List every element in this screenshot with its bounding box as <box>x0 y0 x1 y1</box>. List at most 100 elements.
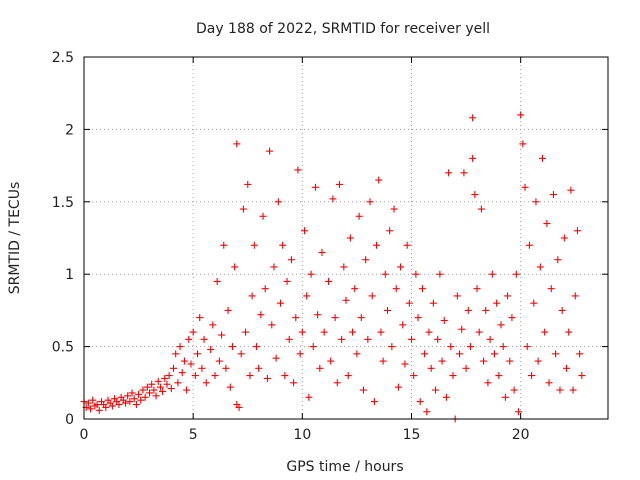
data-point <box>401 360 409 368</box>
data-point <box>283 277 291 285</box>
data-point <box>556 386 564 394</box>
data-point <box>248 292 256 300</box>
x-tick-label: 5 <box>189 427 198 443</box>
data-point <box>399 321 407 329</box>
x-tick-label: 0 <box>80 427 89 443</box>
data-point <box>394 383 402 391</box>
data-point <box>469 154 477 162</box>
data-point <box>126 398 134 406</box>
data-point <box>235 403 243 411</box>
data-point <box>477 205 485 213</box>
data-point <box>506 357 514 365</box>
data-point <box>141 393 149 401</box>
data-point <box>346 234 354 242</box>
data-point <box>222 364 230 372</box>
data-point <box>268 321 276 329</box>
data-point <box>95 406 103 414</box>
data-point <box>305 393 313 401</box>
data-point <box>462 364 470 372</box>
data-point <box>490 350 498 358</box>
data-point <box>560 234 568 242</box>
data-point <box>183 386 191 394</box>
data-point <box>532 198 540 206</box>
data-point <box>154 377 162 385</box>
data-point <box>475 328 483 336</box>
data-point <box>89 396 97 404</box>
data-point <box>244 180 252 188</box>
data-point <box>178 369 186 377</box>
data-point <box>196 314 204 322</box>
data-point <box>272 354 280 362</box>
data-point <box>565 328 573 336</box>
data-point <box>102 403 110 411</box>
data-point <box>429 299 437 307</box>
data-point <box>410 372 418 380</box>
data-point <box>484 379 492 387</box>
data-point <box>331 314 339 322</box>
data-point <box>552 350 560 358</box>
data-point <box>252 343 260 351</box>
data-point <box>152 392 160 400</box>
data-point <box>307 270 315 278</box>
data-point <box>301 227 309 235</box>
data-point <box>259 212 267 220</box>
data-point <box>108 402 116 410</box>
data-point <box>453 292 461 300</box>
data-point <box>124 392 132 400</box>
data-point <box>445 169 453 177</box>
data-point <box>495 372 503 380</box>
data-point <box>187 360 195 368</box>
x-tick-label: 20 <box>512 427 530 443</box>
data-point <box>523 343 531 351</box>
data-point <box>558 306 566 314</box>
data-point <box>344 372 352 380</box>
data-point <box>290 379 298 387</box>
data-point <box>458 325 466 333</box>
data-point <box>368 292 376 300</box>
data-point <box>504 292 512 300</box>
data-point <box>191 372 199 380</box>
data-point <box>482 306 490 314</box>
data-point <box>170 364 178 372</box>
y-tick-label: 2.5 <box>52 50 74 66</box>
data-point <box>571 292 579 300</box>
data-point <box>285 335 293 343</box>
data-point <box>423 408 431 416</box>
data-point <box>135 390 143 398</box>
data-point <box>274 198 282 206</box>
data-point <box>567 186 575 194</box>
data-point <box>237 350 245 358</box>
data-point <box>499 343 507 351</box>
data-point <box>139 386 147 394</box>
data-point <box>287 256 295 264</box>
data-point <box>397 263 405 271</box>
data-point <box>250 241 258 249</box>
data-point <box>447 343 455 351</box>
data-point <box>333 379 341 387</box>
data-point <box>456 350 464 358</box>
data-point <box>213 277 221 285</box>
data-point <box>416 398 424 406</box>
data-point <box>257 311 265 319</box>
data-point <box>569 386 577 394</box>
y-tick-label: 1.5 <box>52 195 74 211</box>
x-tick-label: 10 <box>293 427 311 443</box>
data-point <box>536 263 544 271</box>
data-point <box>469 114 477 122</box>
data-point <box>390 205 398 213</box>
data-point <box>366 198 374 206</box>
data-point <box>93 401 101 409</box>
data-point <box>359 386 367 394</box>
data-point <box>464 306 472 314</box>
data-point <box>185 335 193 343</box>
data-point <box>480 357 488 365</box>
data-point <box>381 270 389 278</box>
data-point <box>209 321 217 329</box>
data-point <box>466 343 474 351</box>
axes: 0 5 10 15 20 0 0.5 1 1.5 2 2.5 <box>52 50 609 443</box>
data-point <box>449 372 457 380</box>
data-point <box>246 372 254 380</box>
data-points <box>80 111 586 423</box>
